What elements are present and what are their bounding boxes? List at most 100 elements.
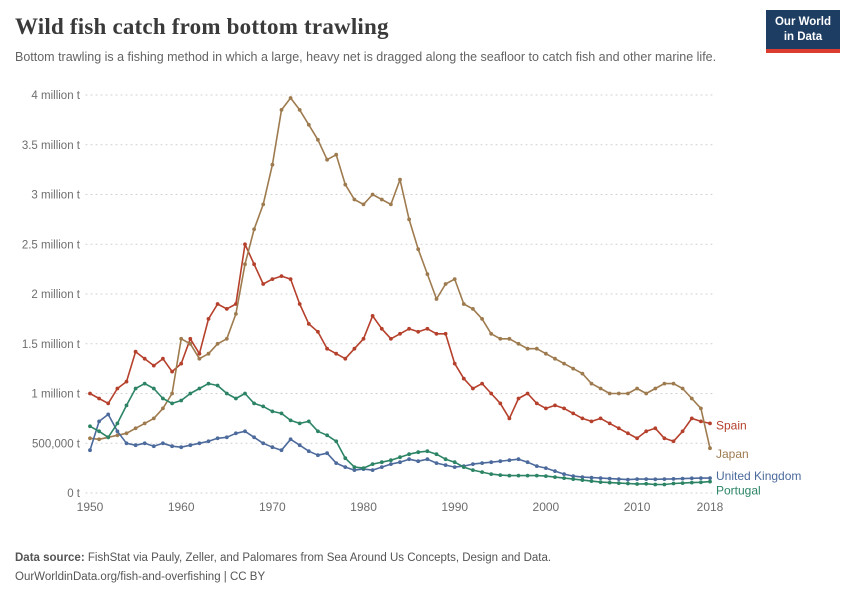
chart-footer: Data source: FishStat via Pauly, Zeller,… bbox=[15, 549, 551, 586]
data-point bbox=[626, 477, 630, 481]
data-point bbox=[562, 471, 566, 476]
data-point bbox=[179, 361, 184, 365]
data-point bbox=[708, 445, 712, 450]
data-point bbox=[88, 391, 92, 395]
data-point bbox=[188, 391, 193, 395]
data-point bbox=[261, 440, 266, 445]
x-axis-label: 1970 bbox=[259, 500, 286, 514]
data-point bbox=[598, 416, 603, 420]
data-point bbox=[389, 461, 393, 466]
data-point bbox=[607, 421, 612, 425]
data-point bbox=[443, 331, 448, 336]
data-point bbox=[297, 107, 302, 112]
series-label-spain[interactable]: Spain bbox=[716, 418, 747, 432]
data-source-label: Data source: bbox=[15, 552, 85, 565]
data-point bbox=[589, 475, 594, 479]
data-point bbox=[261, 404, 266, 408]
x-axis-label: 1980 bbox=[350, 500, 377, 514]
data-point bbox=[142, 421, 147, 425]
data-point bbox=[170, 369, 175, 373]
series-label-united-kingdom[interactable]: United Kingdom bbox=[716, 469, 801, 483]
data-point bbox=[480, 469, 484, 474]
data-point bbox=[489, 331, 494, 336]
data-point bbox=[316, 428, 320, 433]
data-point bbox=[662, 381, 667, 385]
data-point bbox=[689, 396, 694, 400]
data-point bbox=[151, 386, 156, 390]
chart-subtitle: Bottom trawling is a fishing method in w… bbox=[15, 50, 717, 64]
data-point bbox=[97, 436, 101, 441]
series-japan[interactable] bbox=[88, 95, 712, 450]
x-axis-label: 2018 bbox=[697, 500, 724, 514]
data-point bbox=[297, 421, 302, 425]
data-point bbox=[151, 443, 156, 448]
data-point bbox=[170, 391, 175, 395]
data-point bbox=[498, 336, 503, 341]
data-point bbox=[461, 301, 466, 306]
data-point bbox=[161, 406, 165, 410]
data-point bbox=[443, 462, 448, 467]
y-axis-label: 4 million t bbox=[31, 90, 80, 102]
x-axis-label: 2010 bbox=[624, 500, 651, 514]
data-point bbox=[133, 349, 138, 354]
data-point bbox=[161, 440, 165, 445]
series-label-japan[interactable]: Japan bbox=[716, 447, 749, 461]
data-point bbox=[161, 356, 165, 361]
data-point bbox=[206, 316, 211, 321]
logo-line-1: Our World bbox=[774, 16, 831, 28]
data-point bbox=[270, 276, 275, 281]
owid-logo[interactable]: Our World in Data bbox=[765, 10, 840, 53]
data-point bbox=[616, 480, 621, 485]
data-point bbox=[106, 434, 111, 439]
data-point bbox=[653, 476, 658, 481]
data-point bbox=[316, 452, 320, 457]
data-point bbox=[379, 326, 384, 331]
owid-url-link[interactable]: OurWorldinData.org/fish-and-overfishing bbox=[15, 570, 221, 583]
data-point bbox=[316, 329, 320, 334]
data-point bbox=[115, 428, 120, 433]
data-point bbox=[261, 281, 266, 286]
data-point bbox=[389, 336, 393, 341]
data-point bbox=[334, 460, 339, 465]
series-portugal[interactable] bbox=[88, 381, 712, 486]
data-point bbox=[562, 475, 566, 480]
data-point bbox=[379, 197, 384, 201]
data-point bbox=[598, 479, 603, 484]
data-point bbox=[252, 226, 256, 231]
data-point bbox=[325, 157, 329, 162]
data-point bbox=[434, 296, 439, 301]
data-point bbox=[88, 423, 92, 428]
data-point bbox=[407, 326, 411, 331]
data-source-text: FishStat via Pauly, Zeller, and Palomare… bbox=[84, 552, 552, 565]
data-point bbox=[662, 482, 667, 486]
data-point bbox=[179, 336, 184, 341]
data-point bbox=[662, 435, 667, 440]
data-point bbox=[170, 401, 175, 405]
data-point bbox=[544, 465, 548, 470]
data-point bbox=[88, 435, 92, 440]
data-point bbox=[635, 476, 639, 481]
data-point bbox=[279, 447, 284, 452]
data-point bbox=[580, 416, 585, 420]
series-label-portugal[interactable]: Portugal bbox=[716, 483, 761, 497]
data-point bbox=[234, 311, 238, 316]
data-point bbox=[562, 361, 566, 365]
license-text: | CC BY bbox=[220, 570, 266, 583]
data-point bbox=[598, 386, 603, 390]
data-point bbox=[151, 363, 156, 367]
data-point bbox=[644, 391, 649, 395]
series-spain[interactable] bbox=[88, 241, 712, 443]
series-united-kingdom[interactable] bbox=[88, 412, 712, 481]
data-point bbox=[370, 461, 375, 466]
data-point bbox=[471, 467, 475, 472]
data-point bbox=[680, 386, 685, 390]
data-point bbox=[151, 416, 156, 420]
data-point bbox=[370, 313, 375, 318]
data-point bbox=[370, 192, 375, 196]
data-point bbox=[534, 401, 539, 405]
data-point bbox=[671, 481, 676, 485]
data-point bbox=[398, 331, 402, 336]
data-point bbox=[334, 351, 339, 356]
data-point bbox=[416, 329, 421, 334]
data-point bbox=[489, 459, 494, 464]
